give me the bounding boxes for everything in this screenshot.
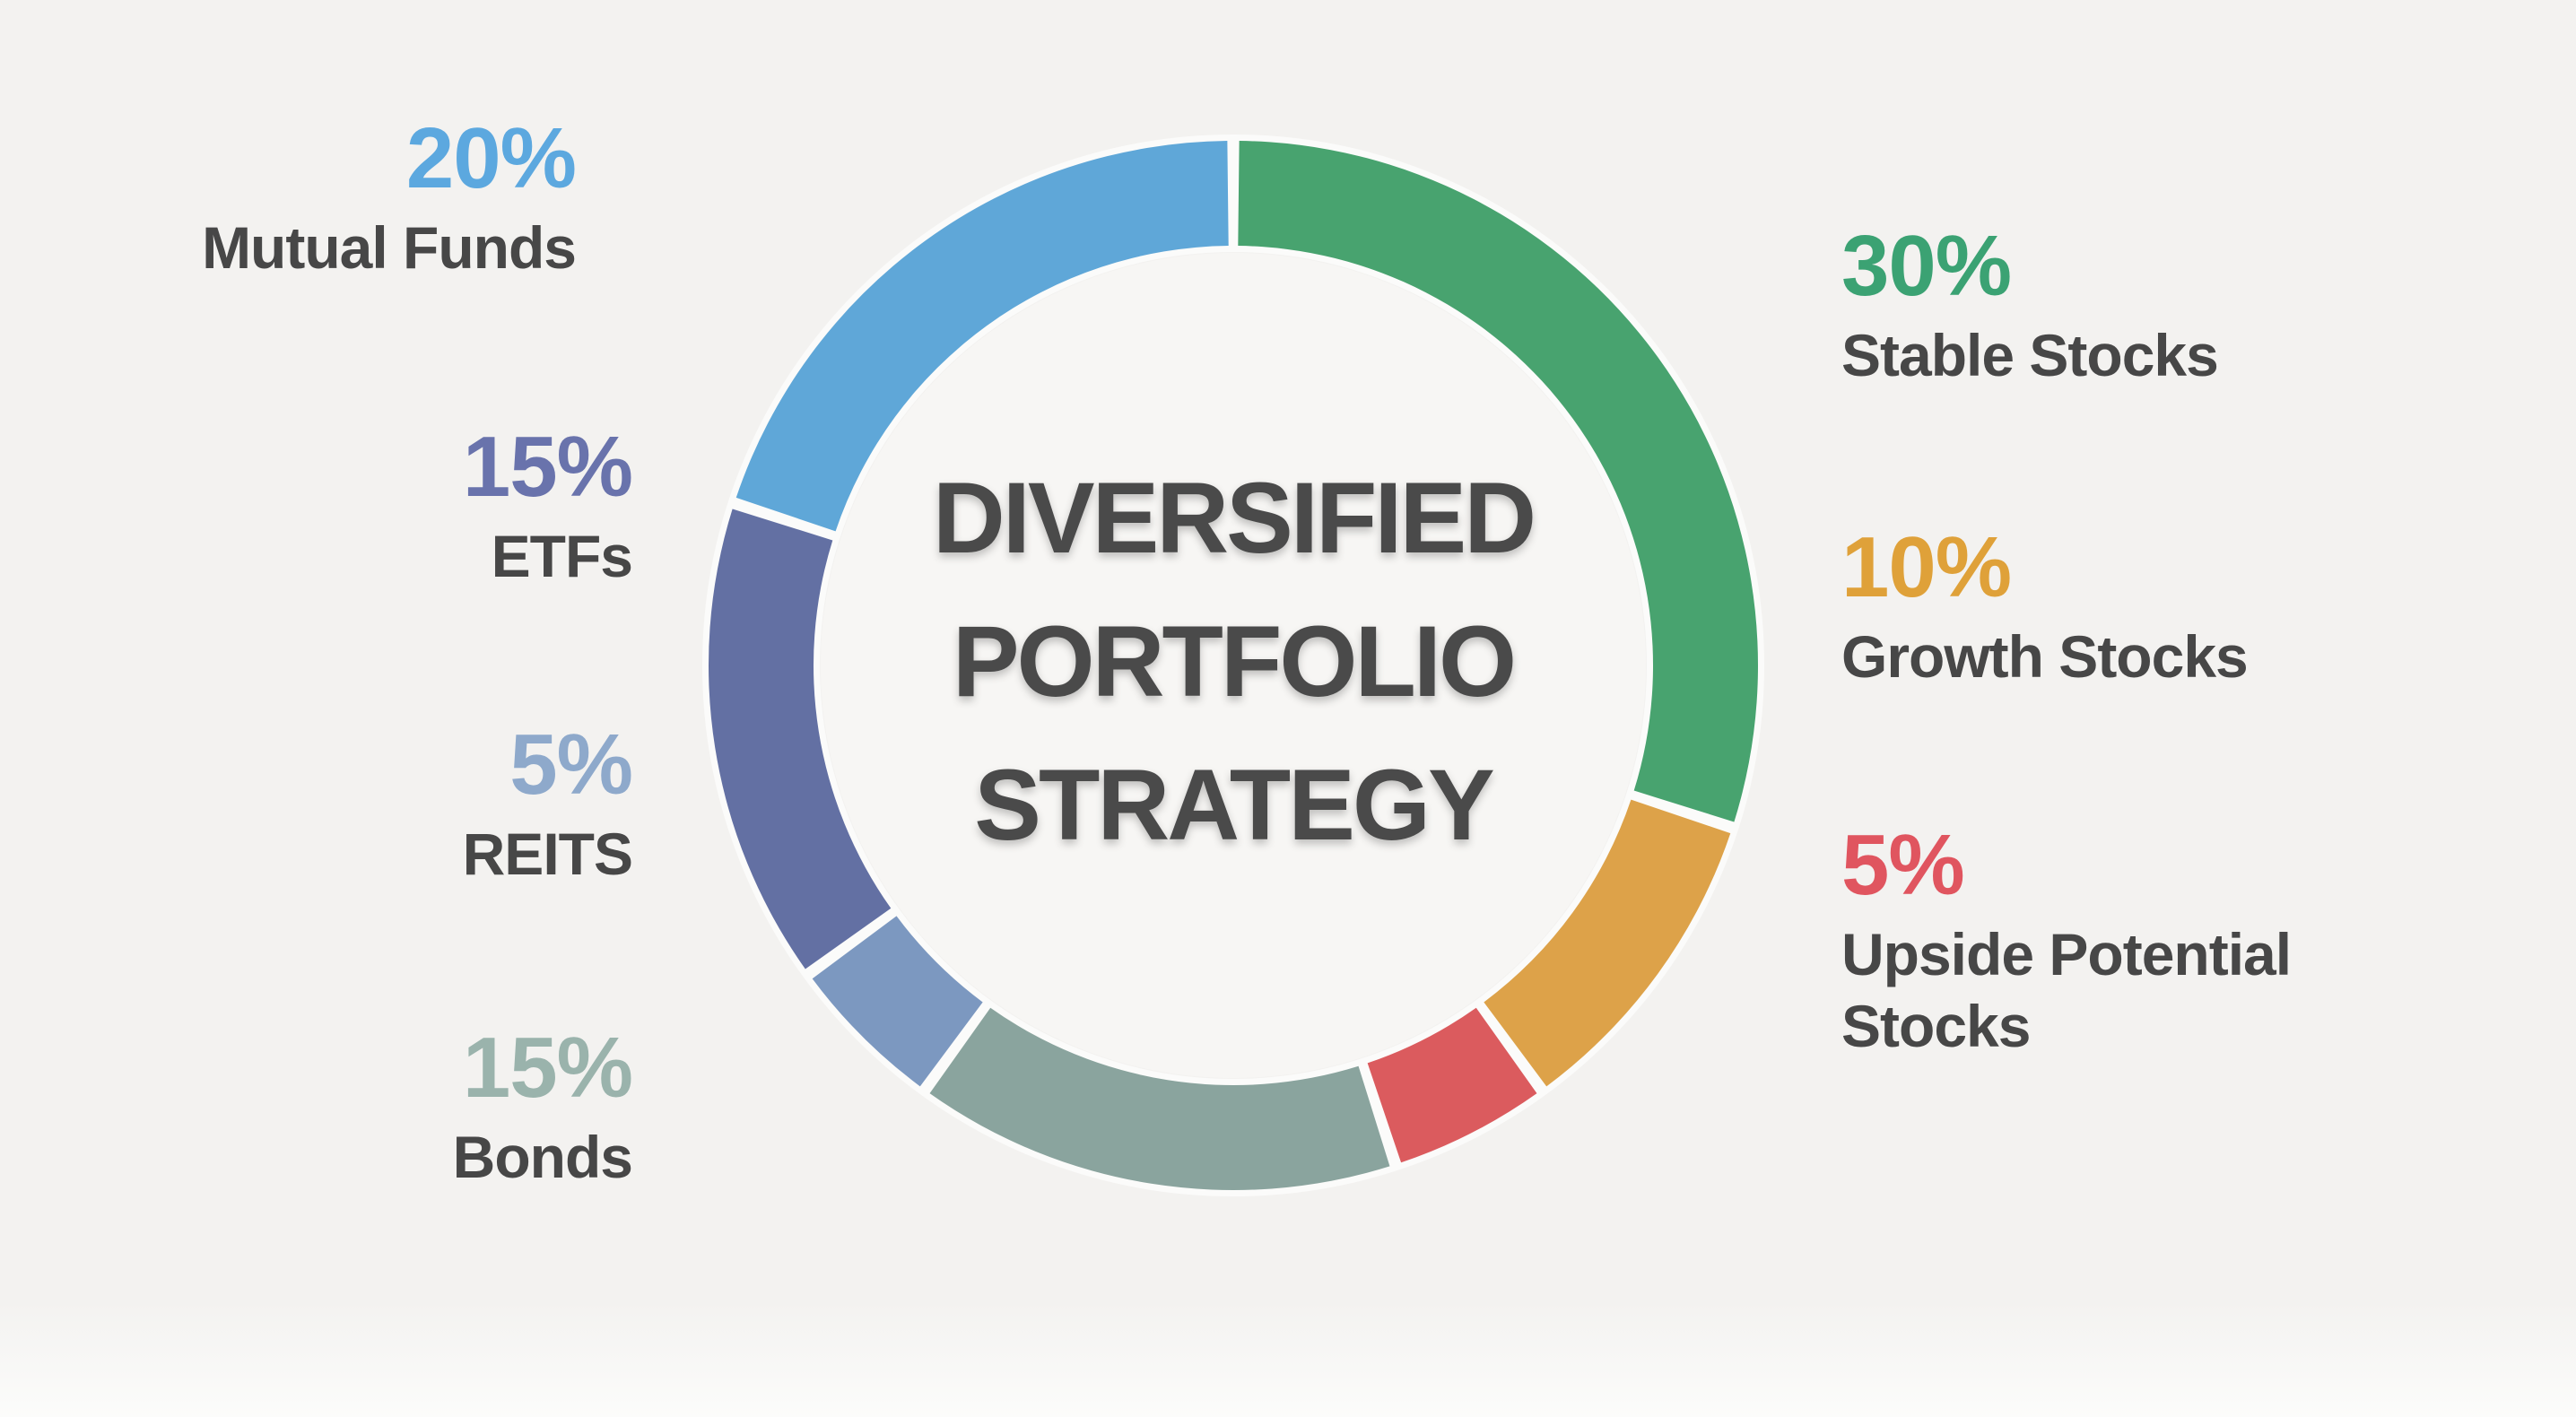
legend-upside-potential-stocks: 5% Upside Potential Stocks <box>1841 822 2380 1063</box>
chart-title-line-1: DIVERSIFIED <box>932 462 1536 574</box>
legend-stable-stocks-percent: 30% <box>1841 218 2012 314</box>
legend-etfs: 15% ETFs <box>4 419 633 592</box>
legend-reits-name: REITS <box>462 820 633 887</box>
legend-reits-percent: 5% <box>509 717 633 813</box>
donut-segment-growth-stocks <box>1484 799 1731 1087</box>
legend-reits: 5% REITS <box>4 717 633 890</box>
donut-inner-disc <box>821 253 1646 1078</box>
legend-etfs-name: ETFs <box>491 522 633 589</box>
donut-segment-etfs <box>709 509 892 969</box>
chart-title-line-3: STRATEGY <box>974 749 1495 861</box>
legend-mutual-funds-percent: 20% <box>405 110 577 206</box>
chart-title: DIVERSIFIED PORTFOLIO STRATEGY <box>695 447 1771 877</box>
legend-bonds-percent: 15% <box>462 1020 633 1116</box>
legend-bonds: 15% Bonds <box>4 1020 633 1193</box>
donut-segment-upside-potential-stocks <box>1367 1007 1537 1163</box>
legend-bonds-name: Bonds <box>452 1123 633 1190</box>
donut-segment-stable-stocks <box>1238 141 1758 822</box>
legend-mutual-funds-name: Mutual Funds <box>202 213 577 281</box>
donut-segment-mutual-funds <box>735 141 1229 532</box>
legend-etfs-percent: 15% <box>462 419 633 515</box>
chart-title-line-2: PORTFOLIO <box>952 605 1517 717</box>
legend-growth-stocks: 10% Growth Stocks <box>1841 524 2469 692</box>
donut-segment-reits <box>812 916 983 1087</box>
legend-growth-stocks-percent: 10% <box>1841 519 2012 615</box>
donut-segment-bonds <box>929 1007 1390 1190</box>
legend-growth-stocks-name: Growth Stocks <box>1841 622 2249 690</box>
legend-mutual-funds: 20% Mutual Funds <box>0 110 577 283</box>
legend-stable-stocks: 30% Stable Stocks <box>1841 222 2469 391</box>
legend-upside-potential-stocks-name: Upside Potential Stocks <box>1841 920 2292 1060</box>
legend-stable-stocks-name: Stable Stocks <box>1841 321 2219 388</box>
legend-upside-potential-stocks-percent: 5% <box>1841 817 1965 913</box>
